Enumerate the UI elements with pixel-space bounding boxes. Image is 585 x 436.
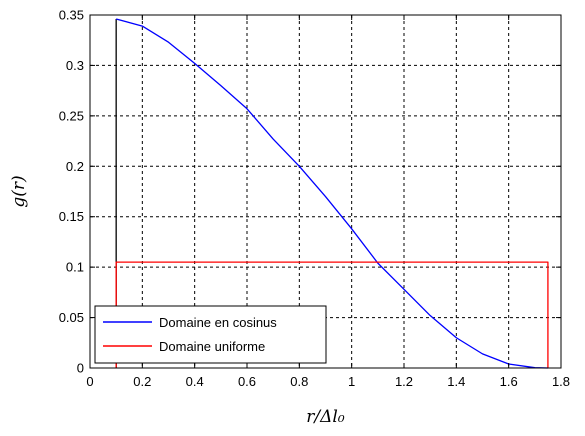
y-tick-label: 0.3 bbox=[66, 58, 84, 73]
x-tick-label: 0.8 bbox=[290, 374, 308, 389]
legend-box bbox=[94, 305, 327, 364]
y-tick-label: 0 bbox=[77, 361, 84, 376]
y-axis-label: g(r) bbox=[9, 175, 29, 207]
x-tick-label: 0.6 bbox=[238, 374, 256, 389]
x-tick-label: 0.4 bbox=[186, 374, 204, 389]
y-tick-label: 0.2 bbox=[66, 159, 84, 174]
x-tick-label: 0.2 bbox=[133, 374, 151, 389]
y-tick-label: 0.15 bbox=[59, 209, 84, 224]
y-tick-label: 0.1 bbox=[66, 260, 84, 275]
legend: Domaine en cosinus Domaine uniforme bbox=[94, 305, 327, 364]
x-tick-label: 1.8 bbox=[552, 374, 570, 389]
x-tick-label: 1 bbox=[348, 374, 355, 389]
x-tick-label: 1.6 bbox=[500, 374, 518, 389]
x-axis-label: r/Δl₀ bbox=[306, 407, 345, 427]
y-tick-label: 0.05 bbox=[59, 310, 84, 325]
legend-label-cosinus: Domaine en cosinus bbox=[159, 315, 277, 330]
x-tick-label: 1.4 bbox=[447, 374, 465, 389]
x-tick-label: 0 bbox=[86, 374, 93, 389]
legend-label-uniforme: Domaine uniforme bbox=[159, 339, 265, 354]
y-tick-label: 0.25 bbox=[59, 108, 84, 123]
ticks: 0 0.2 0.4 0.6 0.8 1 1.2 1.4 1.6 1.8 0 0.05 0.1 0.15 0.… bbox=[59, 8, 570, 390]
y-tick-label: 0.35 bbox=[59, 8, 84, 23]
plot-frame bbox=[89, 14, 562, 369]
x-tick-label: 1.2 bbox=[395, 374, 413, 389]
series-line-cosinus bbox=[115, 18, 548, 369]
